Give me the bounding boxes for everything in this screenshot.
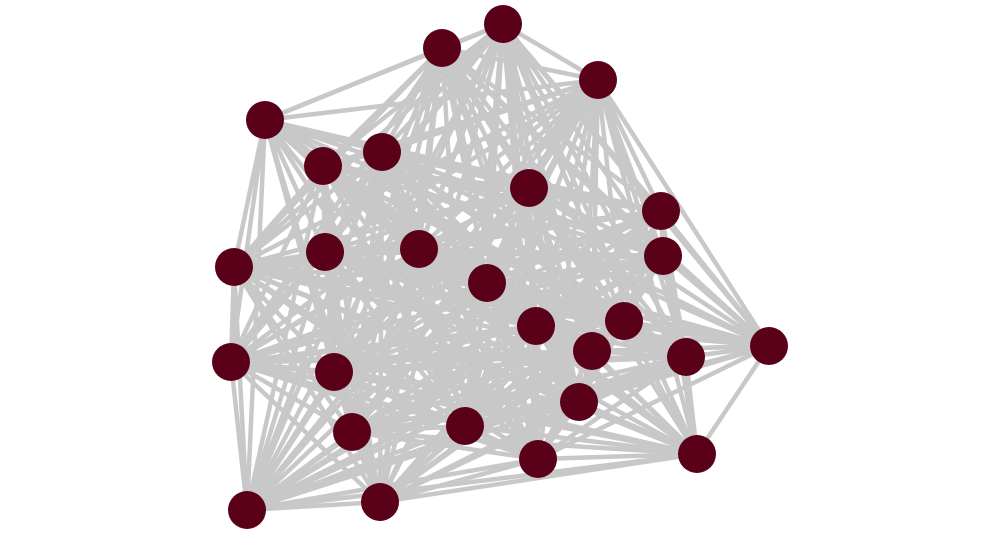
edge-n13-n17 <box>486 280 687 360</box>
node-n9 <box>644 237 682 275</box>
edge-n25-n27 <box>379 451 698 505</box>
edge-n21-n26 <box>246 399 580 513</box>
edge-n26-n27 <box>246 499 381 513</box>
edge-n9-n18 <box>661 254 771 348</box>
node-n20 <box>315 353 353 391</box>
edge-n9-n13 <box>486 253 664 286</box>
edge-n20-n25 <box>333 369 698 457</box>
edge-n15-n18 <box>623 318 770 349</box>
node-n17 <box>667 338 705 376</box>
edge-n23-n25 <box>464 423 698 457</box>
node-n12 <box>400 230 438 268</box>
node-n19 <box>212 343 250 381</box>
edge-n24-n26 <box>246 456 539 513</box>
edge-n2-n4 <box>264 45 443 123</box>
edge-n7-n26 <box>245 186 531 512</box>
nodes <box>212 5 788 529</box>
node-n4 <box>246 101 284 139</box>
edges <box>228 21 771 513</box>
node-n10 <box>215 248 253 286</box>
node-n7 <box>510 169 548 207</box>
edge-n2-n3 <box>441 45 599 83</box>
node-n15 <box>605 302 643 340</box>
edge-n20-n21 <box>333 369 580 405</box>
edge-n15-n19 <box>230 318 625 365</box>
node-n5 <box>363 133 401 171</box>
edge-n13-n19 <box>230 280 488 365</box>
node-n14 <box>517 307 555 345</box>
node-n1 <box>484 5 522 43</box>
node-n24 <box>519 440 557 478</box>
node-n23 <box>446 407 484 445</box>
node-n26 <box>228 491 266 529</box>
edge-n7-n8 <box>528 185 662 214</box>
edge-n12-n19 <box>229 247 421 364</box>
node-n16 <box>573 332 611 370</box>
edge-n4-n26 <box>244 119 268 511</box>
node-n27 <box>361 483 399 521</box>
edge-n3-n18 <box>596 78 771 348</box>
edge-n22-n26 <box>245 430 354 512</box>
edge-n4-n11 <box>262 119 328 253</box>
edge-n15-n25 <box>622 319 699 456</box>
edge-n19-n22 <box>229 360 354 434</box>
edge-n3-n4 <box>264 77 599 123</box>
node-n21 <box>560 383 598 421</box>
edge-n24-n25 <box>537 451 698 462</box>
edge-n17-n20 <box>333 354 687 375</box>
edge-n8-n12 <box>418 208 662 252</box>
edge-n6-n10 <box>232 164 325 269</box>
edge-n7-n11 <box>324 185 530 255</box>
edge-n23-n27 <box>378 424 467 504</box>
node-n11 <box>306 233 344 271</box>
node-n18 <box>750 327 788 365</box>
edge-n21-n25 <box>578 399 698 457</box>
edge-n18-n25 <box>695 344 771 456</box>
edge-n22-n25 <box>351 429 698 457</box>
node-n8 <box>642 192 680 230</box>
edge-n15-n20 <box>333 318 625 375</box>
edge-n2-n17 <box>440 46 688 359</box>
edge-n16-n25 <box>590 349 699 456</box>
edge-n12-n18 <box>418 246 770 349</box>
node-n22 <box>333 413 371 451</box>
edge-n9-n12 <box>418 246 664 259</box>
edge-n6-n8 <box>322 163 662 214</box>
edge-n8-n18 <box>659 209 771 348</box>
edge-n3-n8 <box>595 79 664 212</box>
edge-n24-n27 <box>379 456 539 505</box>
edge-n23-n26 <box>246 423 466 513</box>
edge-n19-n27 <box>229 360 382 504</box>
edge-n13-n26 <box>245 281 489 512</box>
node-n25 <box>678 435 716 473</box>
edge-n20-n26 <box>245 370 336 512</box>
node-n2 <box>423 29 461 67</box>
node-n6 <box>304 147 342 185</box>
edge-n11-n19 <box>229 250 327 364</box>
edge-n19-n26 <box>228 361 250 511</box>
node-n13 <box>468 264 506 302</box>
node-n3 <box>579 61 617 99</box>
